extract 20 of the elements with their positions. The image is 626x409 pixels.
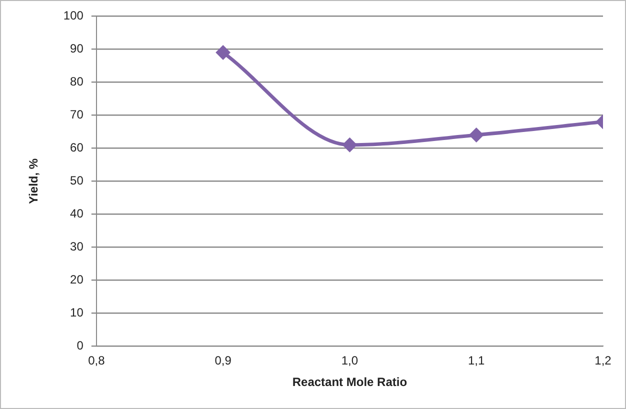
x-axis-title: Reactant Mole Ratio <box>292 375 408 390</box>
y-tick-label: 20 <box>70 272 84 287</box>
y-tick-label: 10 <box>70 306 84 320</box>
y-tick-label: 60 <box>70 140 84 155</box>
y-axis-title: Yield, % <box>26 158 41 204</box>
y-tick-label: 70 <box>70 108 84 122</box>
y-tick-label: 40 <box>70 206 84 221</box>
y-tick-label: 90 <box>70 42 84 56</box>
x-tick-label: 1,2 <box>594 354 612 368</box>
y-tick-label: 0 <box>76 338 84 353</box>
point <box>216 46 230 60</box>
x-tick-label: 0,8 <box>88 354 106 368</box>
y-tick-label: 50 <box>70 174 84 188</box>
y-tick-label: 80 <box>70 74 84 89</box>
point <box>342 138 356 152</box>
y-tick-label: 30 <box>70 240 84 254</box>
x-tick-label: 1,1 <box>468 354 486 368</box>
x-tick-label: 1,0 <box>341 354 358 368</box>
x-tick-label: 0,9 <box>214 354 232 368</box>
y-tick-label: 100 <box>63 8 84 23</box>
